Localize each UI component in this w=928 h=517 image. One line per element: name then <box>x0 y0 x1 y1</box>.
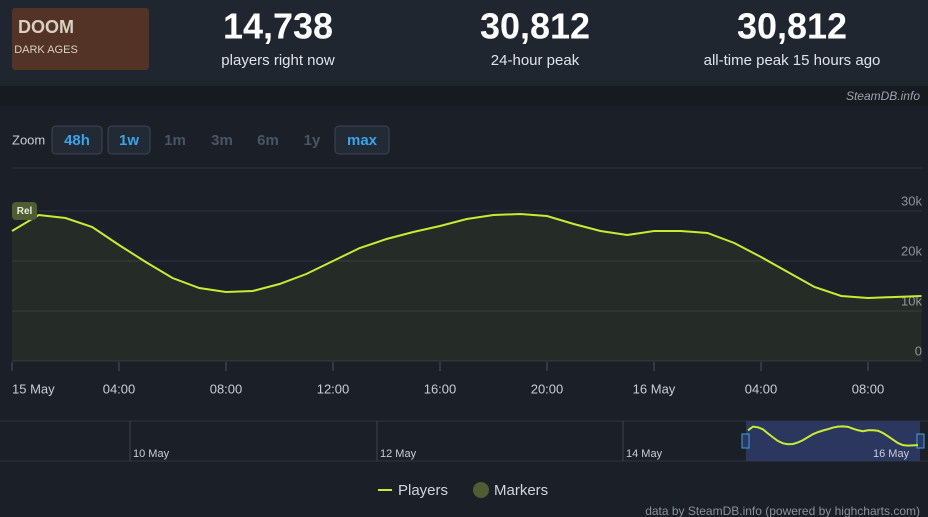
x-tick-label: 08:00 <box>852 381 885 396</box>
zoom-button: 1y <box>304 132 321 149</box>
marker-badge[interactable] <box>12 202 37 220</box>
y-tick-label: 30k <box>901 193 922 208</box>
x-tick-label: 16:00 <box>424 381 457 396</box>
zoom-button[interactable]: max <box>347 132 378 149</box>
zoom-button: 6m <box>257 132 279 149</box>
logo-title: DOOM <box>18 17 74 37</box>
navigator-handle[interactable] <box>741 433 750 449</box>
logo-subtitle: DARK AGES <box>14 44 78 56</box>
stat-label: all-time peak 15 hours ago <box>704 52 881 69</box>
navigator-label: 16 May <box>873 448 910 460</box>
series-line <box>11 212 922 300</box>
stat-label: 24-hour peak <box>491 52 580 69</box>
x-tick-label: 20:00 <box>531 381 564 396</box>
x-tick-label: 08:00 <box>210 381 243 396</box>
zoom-button-bg[interactable] <box>51 125 103 155</box>
x-tick-label: 16 May <box>633 381 676 396</box>
navigator-handle[interactable] <box>916 433 925 449</box>
y-tick-label: 0 <box>915 343 922 358</box>
zoom-button-bg[interactable] <box>107 125 151 155</box>
zoom-button[interactable]: 48h <box>64 132 90 149</box>
series-area <box>12 214 922 361</box>
stat-value: 30,812 <box>737 6 847 47</box>
x-tick-label: 15 May <box>12 381 55 396</box>
navigator-label: 14 May <box>626 448 663 460</box>
stat-label: players right now <box>221 52 335 69</box>
y-tick-label: 20k <box>901 243 922 258</box>
credits[interactable]: data by SteamDB.info (powered by highcha… <box>645 504 920 517</box>
zoom-button: 1m <box>164 132 186 149</box>
x-tick-label: 04:00 <box>745 381 778 396</box>
navigator-line <box>747 425 919 447</box>
legend-marker <box>473 482 489 498</box>
header-bg <box>0 0 928 86</box>
marker-label[interactable]: Rel <box>17 206 33 217</box>
navigator-label: 12 May <box>380 448 417 460</box>
stat-value: 14,738 <box>223 6 333 47</box>
navigator-label: 10 May <box>133 448 170 460</box>
zoom-button-bg[interactable] <box>334 125 390 155</box>
zoom-button: 3m <box>211 132 233 149</box>
logo-art <box>12 8 149 70</box>
zoom-button[interactable]: 1w <box>119 132 139 149</box>
x-tick-label: 04:00 <box>103 381 136 396</box>
source-label[interactable]: SteamDB.info <box>846 89 920 103</box>
zoom-label: Zoom <box>12 132 45 147</box>
legend-label[interactable]: Players <box>398 482 448 499</box>
x-tick-label: 12:00 <box>317 381 350 396</box>
stat-value: 30,812 <box>480 6 590 47</box>
legend-label[interactable]: Markers <box>494 482 548 499</box>
source-strip <box>0 86 928 106</box>
